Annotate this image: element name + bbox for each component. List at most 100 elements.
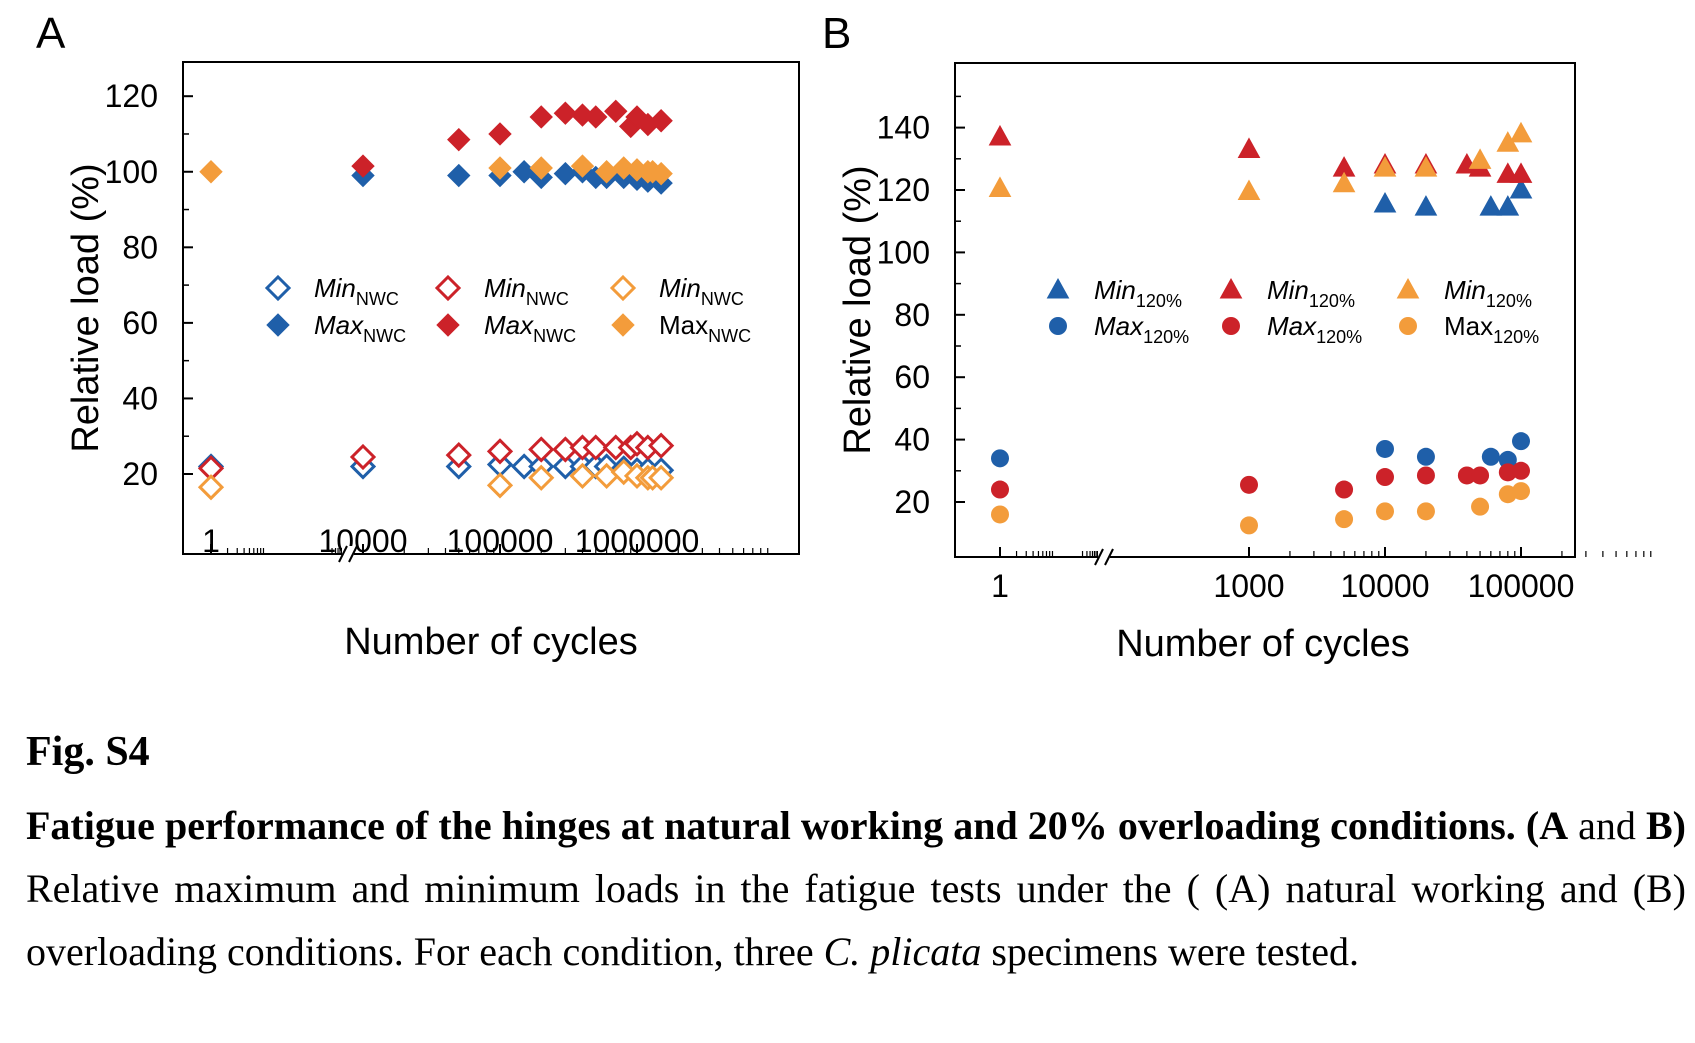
data-point xyxy=(649,161,673,186)
data-point xyxy=(349,443,377,471)
data-point xyxy=(1512,432,1530,451)
x-tick-label: 1 xyxy=(991,568,1009,604)
legend-label: MaxNWC xyxy=(659,310,751,346)
data-point xyxy=(552,453,579,480)
data-point xyxy=(1237,137,1261,158)
data-point xyxy=(582,434,609,461)
data-point xyxy=(553,101,578,125)
data-point xyxy=(988,176,1012,197)
data-point xyxy=(604,99,628,124)
caption-species: C. plicata xyxy=(823,929,982,974)
legend-label-main: Max xyxy=(314,310,364,340)
legend-label-sub: 120% xyxy=(1136,291,1182,311)
legend-label-main: Max xyxy=(1444,311,1493,341)
legend-marker xyxy=(1049,317,1067,335)
legend-label-main: Max xyxy=(1094,311,1144,341)
x-tick-label: 100000 xyxy=(447,523,554,559)
data-point xyxy=(1468,148,1492,169)
x-axis-label-b: Number of cycles xyxy=(1116,623,1410,665)
data-point xyxy=(1416,502,1435,521)
caption-body-1: Relative maximum and minimum loads in th… xyxy=(26,866,1686,974)
data-point xyxy=(1509,162,1533,183)
legend-label-main: Min xyxy=(1267,275,1309,305)
data-point xyxy=(569,462,596,490)
data-points-b xyxy=(988,121,1533,535)
panel-a: A Relative load (%) Number of cycles 20 4… xyxy=(36,9,800,663)
legend-marker xyxy=(436,313,460,337)
axis-break-mark xyxy=(1104,548,1114,566)
legend-b: Min120%Max120%Min120%Max120%Min120%Max12… xyxy=(1046,275,1539,347)
y-tick-label: 80 xyxy=(122,229,158,265)
data-point xyxy=(528,464,555,491)
data-point xyxy=(988,124,1012,146)
data-point xyxy=(1414,195,1438,216)
legend-label-sub: 120% xyxy=(1309,291,1355,311)
legend-label-sub: 120% xyxy=(1486,291,1532,311)
y-axis-label-a: Relative load (%) xyxy=(65,163,107,452)
legend-label: MinNWC xyxy=(484,273,569,309)
panel-b: B Relative load (%) Number of cycles 20 4… xyxy=(822,9,1652,665)
plot-frame-b xyxy=(954,62,1576,558)
data-point xyxy=(1498,463,1517,482)
axis-break-mark xyxy=(1094,548,1104,566)
legend-label-sub: NWC xyxy=(356,289,399,309)
caption-body-2: specimens were tested. xyxy=(981,929,1359,974)
legend-label: Min120% xyxy=(1267,275,1355,311)
data-point xyxy=(1509,121,1533,143)
data-point xyxy=(486,472,514,499)
y-tick-label: 40 xyxy=(894,422,930,458)
y-tick-label: 60 xyxy=(122,305,158,341)
figure-svg: A Relative load (%) Number of cycles 20 4… xyxy=(36,9,1652,665)
legend-label-sub: 120% xyxy=(1316,327,1362,347)
y-ticks-b: 20 40 60 80 100 120 140 xyxy=(877,95,965,520)
x-tick-label: 10000 xyxy=(319,523,408,559)
caption-ref-a: A xyxy=(1539,803,1569,848)
data-point xyxy=(1240,475,1258,494)
data-point xyxy=(648,464,675,491)
data-point xyxy=(648,432,675,459)
data-point xyxy=(1332,171,1356,193)
panel-letter-a: A xyxy=(36,9,66,58)
data-point xyxy=(199,160,223,184)
legend-label: Min120% xyxy=(1094,275,1182,311)
x-ticks-b: 1 1000 10000 100000 xyxy=(991,547,1652,604)
legend-marker xyxy=(1396,277,1420,299)
y-tick-label: 140 xyxy=(877,110,930,146)
x-tick-label: 1000000 xyxy=(575,523,700,559)
legend-label-main: Max xyxy=(659,310,708,340)
caption-text: Fatigue performance of the hinges at nat… xyxy=(26,794,1686,983)
data-point xyxy=(1471,497,1490,516)
legend-label: MaxNWC xyxy=(314,310,406,346)
data-point xyxy=(351,154,375,178)
x-ticks-a: 1 10000 100000 1000000 xyxy=(202,523,769,563)
y-tick-label: 20 xyxy=(894,484,930,520)
legend-marker xyxy=(1222,317,1240,335)
legend-label-main: Max xyxy=(484,310,534,340)
data-point xyxy=(991,449,1009,468)
x-tick-label: 1000 xyxy=(1213,568,1284,604)
x-axis-label-a: Number of cycles xyxy=(344,621,638,663)
data-point xyxy=(1496,195,1520,216)
legend-label-sub: 120% xyxy=(1143,327,1189,347)
data-point xyxy=(570,154,595,178)
legend-label-sub: NWC xyxy=(701,289,744,309)
data-point xyxy=(1376,439,1394,458)
data-point xyxy=(1512,461,1530,480)
legend-label: Min120% xyxy=(1444,275,1532,311)
y-tick-label: 80 xyxy=(894,297,930,333)
data-point xyxy=(528,436,555,463)
y-tick-label: 20 xyxy=(122,456,158,492)
data-point xyxy=(1414,156,1438,177)
y-tick-label: 100 xyxy=(877,234,930,270)
data-point xyxy=(486,438,514,465)
legend-label-sub: NWC xyxy=(708,326,751,346)
data-point xyxy=(991,480,1009,499)
legend-marker xyxy=(611,313,635,337)
data-point xyxy=(1471,466,1490,485)
y-tick-label: 120 xyxy=(105,78,158,114)
data-point xyxy=(584,105,608,129)
y-axis-label-b: Relative load (%) xyxy=(837,165,879,454)
data-point xyxy=(447,163,471,188)
legend-marker xyxy=(1219,277,1243,299)
